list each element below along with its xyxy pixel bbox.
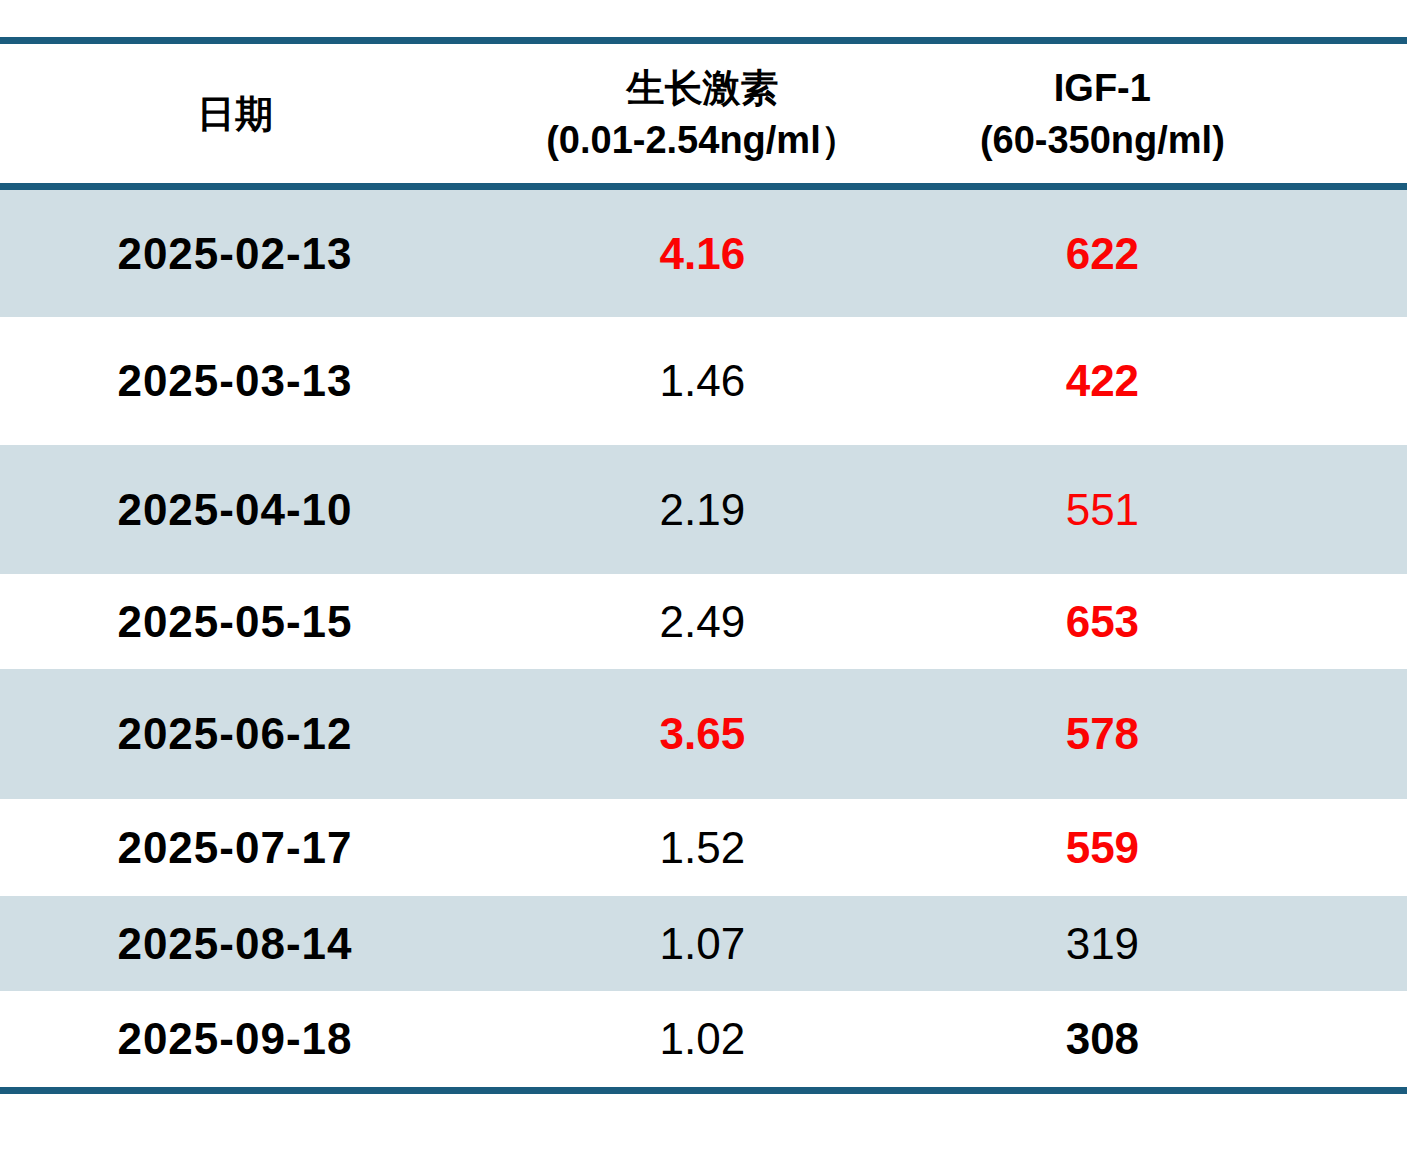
top-rule bbox=[0, 37, 1407, 44]
igf-value-cell: 308 bbox=[935, 1014, 1270, 1064]
gh-value-cell: 1.02 bbox=[470, 1014, 935, 1064]
date-cell: 2025-06-12 bbox=[0, 709, 470, 759]
igf-value-cell: 653 bbox=[935, 597, 1270, 647]
date-cell: 2025-07-17 bbox=[0, 823, 470, 873]
date-cell: 2025-02-13 bbox=[0, 229, 470, 279]
column-header-igf1: IGF-1 (60-350ng/ml) bbox=[935, 62, 1270, 166]
table-row: 2025-05-15 2.49 653 bbox=[0, 574, 1407, 669]
igf-value-cell: 622 bbox=[935, 229, 1270, 279]
igf-value-cell: 551 bbox=[935, 485, 1270, 535]
table-row: 2025-02-13 4.16 622 bbox=[0, 190, 1407, 317]
gh-value-cell: 3.65 bbox=[470, 709, 935, 759]
header-rule bbox=[0, 183, 1407, 190]
header-title: 日期 bbox=[0, 88, 470, 140]
lab-results-table: 日期 生长激素 (0.01-2.54ng/ml） IGF-1 (60-350ng… bbox=[0, 0, 1407, 1094]
igf-value-cell: 319 bbox=[935, 919, 1270, 969]
gh-value-cell: 2.19 bbox=[470, 485, 935, 535]
header-reference-range: (60-350ng/ml) bbox=[935, 114, 1270, 166]
bottom-rule bbox=[0, 1087, 1407, 1094]
column-header-growth-hormone: 生长激素 (0.01-2.54ng/ml） bbox=[470, 62, 935, 166]
igf-value-cell: 559 bbox=[935, 823, 1270, 873]
igf-value-cell: 422 bbox=[935, 356, 1270, 406]
column-header-date: 日期 bbox=[0, 88, 470, 140]
table-row: 2025-08-14 1.07 319 bbox=[0, 896, 1407, 991]
date-cell: 2025-04-10 bbox=[0, 485, 470, 535]
table-row: 2025-07-17 1.52 559 bbox=[0, 799, 1407, 896]
header-title: IGF-1 bbox=[935, 62, 1270, 114]
gh-value-cell: 1.07 bbox=[470, 919, 935, 969]
table-row: 2025-04-10 2.19 551 bbox=[0, 445, 1407, 574]
table-header: 日期 生长激素 (0.01-2.54ng/ml） IGF-1 (60-350ng… bbox=[0, 44, 1407, 183]
header-reference-range: (0.01-2.54ng/ml） bbox=[470, 114, 935, 166]
date-cell: 2025-05-15 bbox=[0, 597, 470, 647]
table-row: 2025-09-18 1.02 308 bbox=[0, 991, 1407, 1087]
table-row: 2025-06-12 3.65 578 bbox=[0, 669, 1407, 799]
date-cell: 2025-03-13 bbox=[0, 356, 470, 406]
date-cell: 2025-08-14 bbox=[0, 919, 470, 969]
date-cell: 2025-09-18 bbox=[0, 1014, 470, 1064]
igf-value-cell: 578 bbox=[935, 709, 1270, 759]
gh-value-cell: 1.46 bbox=[470, 356, 935, 406]
table-row: 2025-03-13 1.46 422 bbox=[0, 317, 1407, 445]
gh-value-cell: 4.16 bbox=[470, 229, 935, 279]
gh-value-cell: 2.49 bbox=[470, 597, 935, 647]
gh-value-cell: 1.52 bbox=[470, 823, 935, 873]
header-title: 生长激素 bbox=[470, 62, 935, 114]
